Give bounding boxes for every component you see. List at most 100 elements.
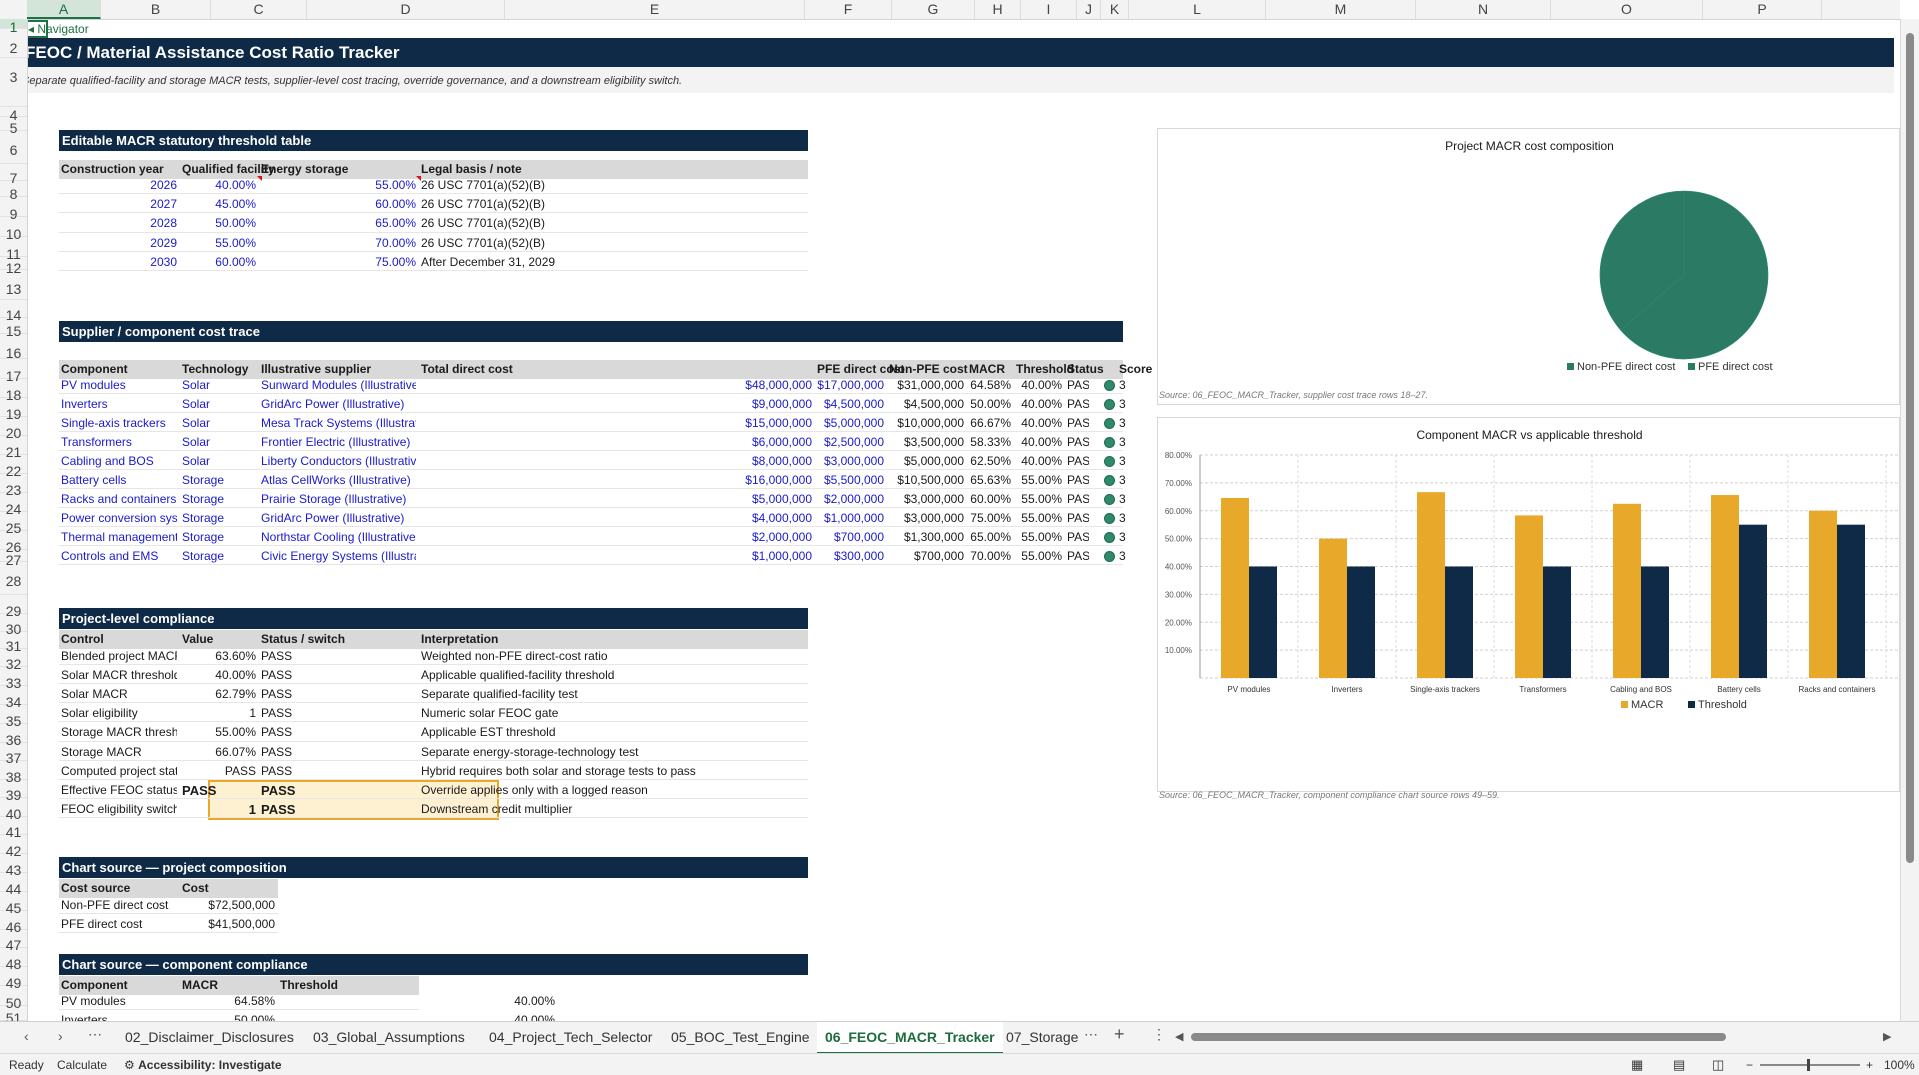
row-header-24[interactable]: 24 [0, 493, 27, 517]
threshold-cell[interactable]: 2028 [150, 216, 177, 231]
compliance-cell[interactable]: PASS [261, 782, 296, 798]
row-header-42[interactable]: 42 [0, 835, 27, 859]
supplier-cell[interactable]: 40.00% [1021, 435, 1062, 449]
threshold-cell[interactable]: 2026 [150, 178, 177, 192]
supplier-cell[interactable]: PASS [1067, 378, 1089, 392]
column-header-b[interactable]: B [101, 0, 211, 19]
composition_src-cell[interactable]: PFE direct cost [61, 917, 143, 931]
supplier-cell[interactable]: 3 [1119, 511, 1126, 525]
supplier-cell[interactable]: Prairie Storage (Illustrative) [261, 492, 407, 506]
supplier-cell[interactable]: 65.63% [970, 473, 1011, 487]
supplier-cell[interactable]: $3,000,000 [903, 511, 964, 525]
supplier-cell[interactable]: $700,000 [913, 549, 964, 563]
row-header-30[interactable]: 30 [0, 614, 27, 637]
bar-threshold-0[interactable] [1249, 566, 1277, 679]
page-break-icon[interactable]: ◫ [1712, 1057, 1725, 1072]
supplier-cell[interactable]: 58.33% [970, 435, 1011, 449]
row-header-29[interactable]: 29 [0, 595, 27, 619]
supplier-cell[interactable]: 40.00% [1021, 397, 1062, 411]
row-header-51[interactable]: 51 [0, 1006, 27, 1021]
row-header-12[interactable]: 12 [0, 257, 27, 276]
compliance_src-cell[interactable]: 50.00% [234, 1013, 275, 1021]
navigator-link[interactable]: ◂ Navigator [28, 22, 89, 36]
threshold-cell[interactable]: 55.00% [375, 178, 416, 192]
column-header-h[interactable]: H [975, 0, 1021, 19]
supplier-cell[interactable]: $9,000,000 [751, 397, 812, 411]
row-header-21[interactable]: 21 [0, 436, 27, 460]
accessibility-status[interactable]: ⚙ Accessibility: Investigate [124, 1054, 282, 1075]
tab-scroll-left-icon[interactable]: ‹ [24, 1028, 29, 1044]
column-header-e[interactable]: E [505, 0, 805, 19]
supplier-cell[interactable]: $10,500,000 [897, 473, 964, 487]
zoom-level[interactable]: 100% [1884, 1058, 1915, 1072]
supplier-cell[interactable]: $5,000,000 [751, 492, 812, 506]
threshold-cell[interactable]: 60.00% [215, 254, 256, 269]
compliance-cell[interactable]: Applicable qualified-facility threshold [421, 668, 615, 683]
bar-threshold-1[interactable] [1347, 566, 1375, 679]
threshold-cell[interactable]: 26 USC 7701(a)(52)(B) [421, 178, 546, 192]
supplier-cell[interactable]: Storage [182, 511, 225, 525]
column-header-m[interactable]: M [1266, 0, 1416, 19]
vertical-scrollbar[interactable] [1900, 19, 1919, 1021]
compliance-cell[interactable]: Hybrid requires both solar and storage t… [421, 763, 696, 778]
column-header-f[interactable]: F [805, 0, 892, 19]
supplier-cell[interactable]: 40.00% [1021, 378, 1062, 392]
supplier-cell[interactable]: 50.00% [970, 397, 1011, 411]
supplier-cell[interactable]: 3 [1119, 378, 1126, 392]
row-header-9[interactable]: 9 [0, 197, 27, 222]
compliance-cell[interactable]: PASS [182, 782, 217, 798]
bar-macr-4[interactable] [1613, 503, 1641, 678]
supplier-cell[interactable]: Solar [182, 435, 211, 449]
supplier-cell[interactable]: Controls and EMS [61, 549, 159, 563]
supplier-cell[interactable]: $4,000,000 [751, 511, 812, 525]
compliance_src-cell[interactable]: Inverters [61, 1013, 108, 1021]
compliance_src-cell[interactable]: 64.58% [234, 994, 275, 1008]
vertical-scroll-thumb[interactable] [1906, 33, 1914, 863]
row-header-17[interactable]: 17 [0, 359, 27, 384]
row-header-5[interactable]: 5 [0, 117, 27, 136]
supplier-cell[interactable]: Northstar Cooling (Illustrative) [261, 530, 416, 544]
supplier-cell[interactable]: $2,500,000 [823, 435, 884, 449]
column-header-i[interactable]: I [1021, 0, 1077, 19]
supplier-cell[interactable]: Frontier Electric (Illustrative) [261, 435, 411, 449]
column-header-g[interactable]: G [892, 0, 975, 19]
row-header-7[interactable]: 7 [0, 164, 27, 186]
row-header-33[interactable]: 33 [0, 667, 27, 691]
compliance-cell[interactable]: Downstream credit multiplier [421, 801, 573, 816]
normal-view-icon[interactable]: ▦ [1631, 1057, 1644, 1072]
supplier-cell[interactable]: $1,000,000 [823, 511, 884, 525]
threshold-cell[interactable]: 40.00% [215, 178, 256, 192]
sheet-tab-07-storage[interactable]: 07_Storage [1006, 1029, 1079, 1045]
row-header-28[interactable]: 28 [0, 562, 27, 595]
supplier-cell[interactable]: 3 [1119, 530, 1126, 544]
supplier-cell[interactable]: GridArc Power (Illustrative) [261, 397, 405, 411]
bar-macr-6[interactable] [1809, 510, 1837, 678]
supplier-cell[interactable]: Solar [182, 397, 211, 411]
supplier-cell[interactable]: $4,500,000 [823, 397, 884, 411]
sheet-tab-03-global-assumptions[interactable]: 03_Global_Assumptions [313, 1029, 465, 1045]
supplier-cell[interactable]: 55.00% [1021, 530, 1062, 544]
worksheet-grid[interactable]: ◂ Navigator FEOC / Material Assistance C… [28, 20, 1900, 1021]
row-header-8[interactable]: 8 [0, 181, 27, 202]
supplier-cell[interactable]: $16,000,000 [745, 473, 812, 487]
threshold-cell[interactable]: 75.00% [375, 254, 416, 269]
row-header-34[interactable]: 34 [0, 686, 27, 710]
compliance-cell[interactable]: Override applies only with a logged reas… [421, 782, 648, 797]
row-header-32[interactable]: 32 [0, 649, 27, 672]
supplier-cell[interactable]: 65.00% [970, 530, 1011, 544]
row-header-46[interactable]: 46 [0, 911, 27, 935]
compliance-cell[interactable]: PASS [261, 706, 293, 721]
row-header-39[interactable]: 39 [0, 780, 27, 803]
zoom-slider-thumb[interactable] [1807, 1059, 1810, 1071]
compliance-cell[interactable]: PASS [261, 668, 293, 683]
zoom-slider[interactable] [1760, 1059, 1860, 1071]
compliance-cell[interactable]: 63.60% [215, 649, 256, 663]
supplier-cell[interactable]: Storage [182, 530, 225, 544]
compliance-cell[interactable]: Storage MACR threshold [61, 725, 177, 740]
supplier-cell[interactable]: Cabling and BOS [61, 454, 154, 468]
compliance-cell[interactable]: PASS [261, 725, 293, 740]
compliance-cell[interactable]: Storage MACR [61, 744, 142, 759]
row-header-23[interactable]: 23 [0, 474, 27, 498]
supplier-cell[interactable]: PASS [1067, 473, 1089, 487]
supplier-cell[interactable]: PASS [1067, 435, 1089, 449]
